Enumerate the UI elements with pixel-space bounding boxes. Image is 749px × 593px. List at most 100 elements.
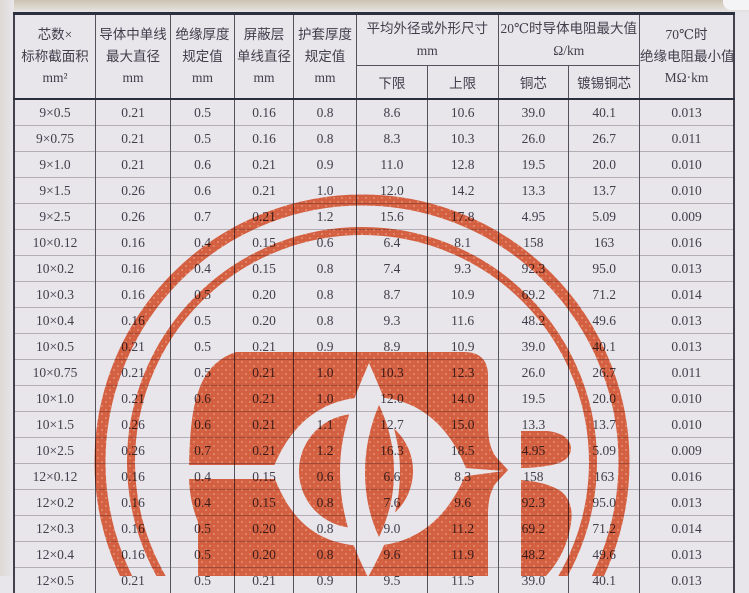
table-cell: 8.1	[427, 230, 498, 256]
table-cell: 11.9	[427, 542, 498, 568]
table-cell: 12.0	[357, 178, 428, 204]
table-cell: 0.20	[235, 282, 294, 308]
table-cell: 11.2	[427, 516, 498, 542]
table-cell: 17.8	[427, 204, 498, 230]
table-cell: 19.5	[498, 152, 569, 178]
subcol-header: 铜芯	[498, 66, 569, 100]
table-cell: 9.6	[427, 490, 498, 516]
table-cell: 0.013	[640, 308, 735, 334]
header-line: mm²	[15, 67, 95, 89]
table-cell: 10×0.75	[14, 360, 96, 386]
table-cell: 10.6	[427, 99, 498, 126]
table-cell: 8.6	[357, 99, 428, 126]
table-cell: 9×1.5	[14, 178, 96, 204]
table-cell: 13.7	[569, 412, 640, 438]
table-cell: 0.16	[235, 99, 294, 126]
table-cell: 0.6	[171, 412, 235, 438]
header-line: 规定值	[294, 46, 356, 68]
table-cell: 0.20	[235, 542, 294, 568]
table-cell: 9.5	[357, 568, 428, 593]
table-cell: 14.0	[427, 386, 498, 412]
group-unit: mm	[357, 40, 498, 62]
table-cell: 0.16	[96, 282, 171, 308]
table-cell: 20.0	[569, 152, 640, 178]
table-cell: 5.09	[569, 204, 640, 230]
header-line: 护套厚度	[294, 24, 356, 46]
table-cell: 0.011	[640, 126, 735, 152]
table-cell: 1.0	[294, 386, 357, 412]
table-cell: 0.21	[235, 334, 294, 360]
table-cell: 0.21	[235, 152, 294, 178]
table-cell: 8.3	[427, 464, 498, 490]
table-cell: 40.1	[569, 99, 640, 126]
table-cell: 0.4	[171, 230, 235, 256]
subcol-header: 下限	[357, 66, 428, 100]
table-cell: 0.15	[235, 230, 294, 256]
paper-corner-highlight	[723, 0, 749, 10]
group-label: 20℃时导体电阻最大值	[499, 18, 640, 40]
table-cell: 0.5	[171, 308, 235, 334]
table-cell: 0.21	[96, 126, 171, 152]
table-cell: 9.0	[357, 516, 428, 542]
table-cell: 0.7	[171, 438, 235, 464]
table-cell: 92.3	[498, 256, 569, 282]
table-cell: 0.6	[294, 230, 357, 256]
table-cell: 0.8	[294, 126, 357, 152]
table-cell: 39.0	[498, 568, 569, 593]
table-cell: 1.0	[294, 178, 357, 204]
table-cell: 0.014	[640, 516, 735, 542]
table-cell: 0.16	[96, 516, 171, 542]
header-line: 屏蔽层	[235, 24, 293, 46]
header-line: mm	[294, 67, 356, 89]
header-line: 70℃时	[640, 24, 733, 46]
table-cell: 8.7	[357, 282, 428, 308]
table-cell: 10×0.12	[14, 230, 96, 256]
table-cell: 0.26	[96, 204, 171, 230]
table-cell: 0.5	[171, 99, 235, 126]
table-cell: 0.5	[171, 516, 235, 542]
table-cell: 0.013	[640, 568, 735, 593]
table-cell: 0.26	[96, 178, 171, 204]
table-cell: 0.16	[96, 230, 171, 256]
table-cell: 0.8	[294, 99, 357, 126]
header-line: 芯数×	[15, 24, 95, 46]
table-cell: 0.013	[640, 334, 735, 360]
table-cell: 0.16	[235, 126, 294, 152]
subcol-header: 上限	[427, 66, 498, 100]
table-cell: 49.6	[569, 542, 640, 568]
table-cell: 9×2.5	[14, 204, 96, 230]
table-cell: 0.6	[171, 152, 235, 178]
table-cell: 0.013	[640, 256, 735, 282]
table-cell: 10×1.0	[14, 386, 96, 412]
table-cell: 0.6	[171, 386, 235, 412]
table-cell: 12×0.4	[14, 542, 96, 568]
table-cell: 20.0	[569, 386, 640, 412]
header-line: mm	[235, 67, 293, 89]
table-cell: 0.21	[235, 438, 294, 464]
table-cell: 12×0.12	[14, 464, 96, 490]
table-cell: 0.4	[171, 464, 235, 490]
table-cell: 10×1.5	[14, 412, 96, 438]
table-cell: 158	[498, 230, 569, 256]
table-cell: 9×0.75	[14, 126, 96, 152]
table-cell: 0.20	[235, 516, 294, 542]
table-cell: 26.7	[569, 126, 640, 152]
table-cell: 8.3	[357, 126, 428, 152]
table-cell: 19.5	[498, 386, 569, 412]
table-cell: 0.6	[294, 464, 357, 490]
table-cell: 0.21	[96, 568, 171, 593]
table-cell: 92.3	[498, 490, 569, 516]
